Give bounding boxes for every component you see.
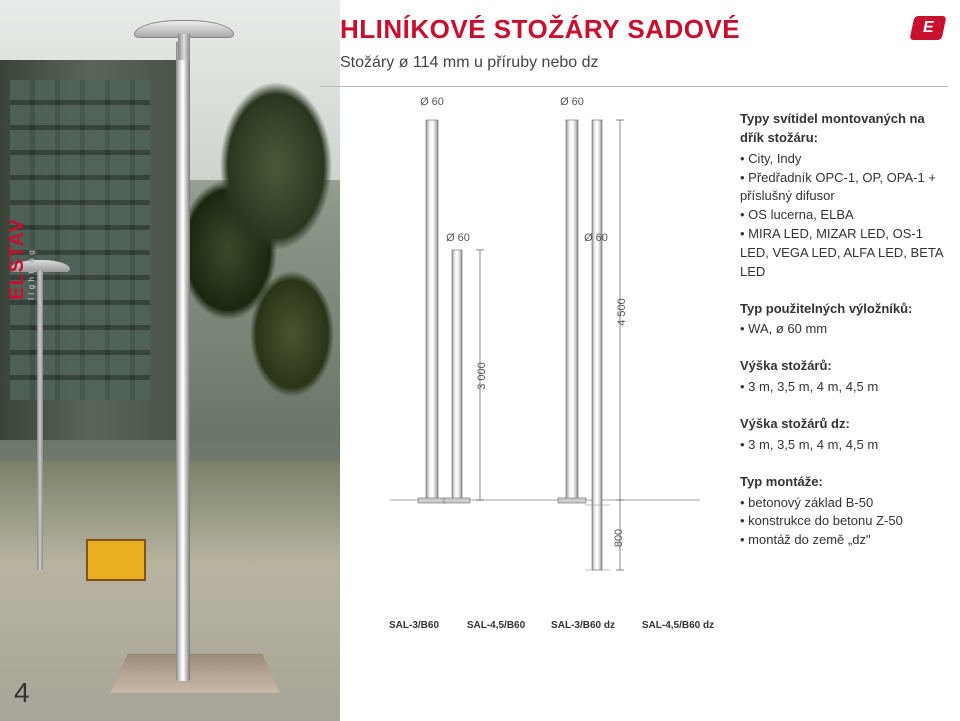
list-item: 3 m, 3,5 m, 4 m, 4,5 m: [740, 378, 950, 397]
block-title: Typ montáže:: [740, 473, 950, 492]
list-item: MIRA LED, MIZAR LED, OS-1 LED, VEGA LED,…: [740, 225, 950, 282]
list-item: WA, ø 60 mm: [740, 320, 950, 339]
diameter-label: Ø 60: [438, 232, 478, 244]
model-label: SAL-4,5/B60 dz: [628, 620, 728, 631]
block-title: Typy svítidel montovaných na dřík stožár…: [740, 110, 950, 148]
list-item: montáž do země „dz": [740, 531, 950, 550]
block-title: Výška stožárů dz:: [740, 415, 950, 434]
block-title: Výška stožárů:: [740, 357, 950, 376]
page-title: HLINÍKOVÉ STOŽÁRY SADOVÉ: [340, 14, 740, 45]
brand-logo: ELSTAV lighting: [6, 218, 36, 300]
list-item: konstrukce do betonu Z-50: [740, 512, 950, 531]
catalog-photo: [0, 0, 340, 721]
heights-block: Výška stožárů: 3 m, 3,5 m, 4 m, 4,5 m: [740, 357, 950, 397]
corner-logo-icon: [909, 16, 946, 40]
mounting-block: Typ montáže: betonový základ B-50 konstr…: [740, 473, 950, 550]
dim-800: 800: [613, 529, 625, 547]
brand-name: ELSTAV: [6, 218, 28, 300]
model-label: SAL-4,5/B60: [456, 620, 536, 631]
diameter-label: Ø 60: [576, 232, 616, 244]
list-item: OS lucerna, ELBA: [740, 206, 950, 225]
list-item: Předřadník OPC-1, OP, OPA-1 + příslušný …: [740, 169, 950, 207]
dim-3000: 3 000: [476, 362, 488, 390]
model-label: SAL-3/B60 dz: [538, 620, 628, 631]
arms-block: Typ použitelných výložníků: WA, ø 60 mm: [740, 300, 950, 340]
page-number: 4: [14, 677, 30, 709]
block-title: Typ použitelných výložníků:: [740, 300, 950, 319]
model-label: SAL-3/B60: [374, 620, 454, 631]
poles-svg: [380, 100, 720, 660]
spec-column: Typy svítidel montovaných na dřík stožár…: [740, 110, 950, 568]
heights-dz-block: Výška stožárů dz: 3 m, 3,5 m, 4 m, 4,5 m: [740, 415, 950, 455]
brand-sub: lighting: [27, 218, 36, 300]
list-item: City, Indy: [740, 150, 950, 169]
page-subtitle: Stožáry ø 114 mm u příruby nebo dz: [340, 54, 598, 72]
dim-4500: 4 500: [616, 298, 628, 326]
pole-diagram: Ø 60 Ø 60: [380, 100, 720, 660]
luminaires-block: Typy svítidel montovaných na dřík stožár…: [740, 110, 950, 282]
list-item: 3 m, 3,5 m, 4 m, 4,5 m: [740, 436, 950, 455]
list-item: betonový základ B-50: [740, 494, 950, 513]
divider: [320, 86, 948, 87]
